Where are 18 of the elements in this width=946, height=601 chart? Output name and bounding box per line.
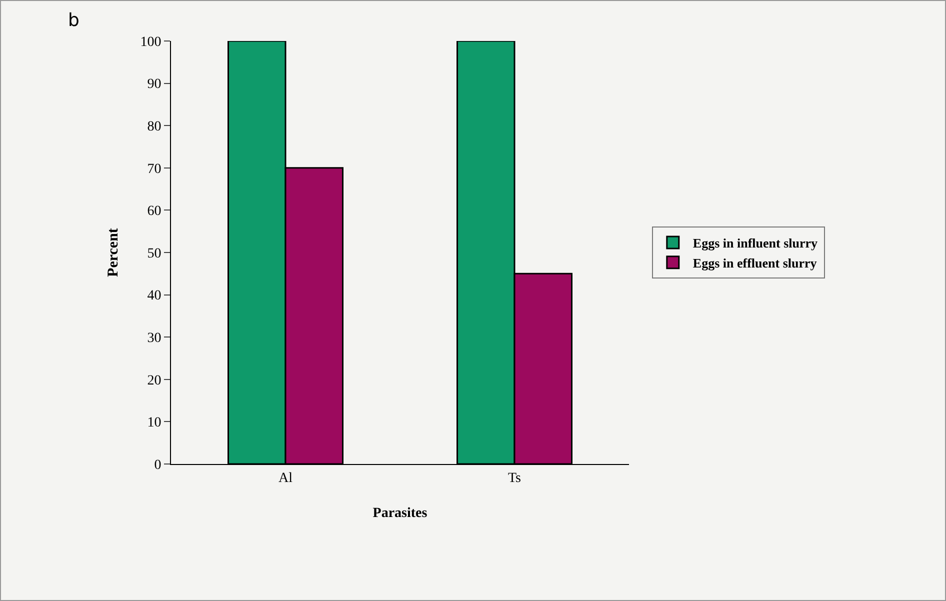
y-tick-label: 50: [147, 246, 162, 262]
legend-label: Eggs in effluent slurry: [692, 255, 818, 270]
y-tick-label: 70: [147, 162, 162, 177]
legend-label: Eggs in influent slurry: [692, 236, 818, 251]
y-tick-label: 40: [147, 288, 162, 304]
y-axis-title: Percent: [105, 228, 122, 277]
y-tick-label: 90: [147, 77, 162, 92]
y-tick-label: 10: [147, 416, 162, 431]
x-tick-label: Ts: [508, 470, 522, 486]
y-tick-label: 20: [147, 373, 162, 388]
y-tick-label: 60: [147, 204, 162, 220]
x-axis-title: Parasites: [372, 506, 428, 522]
y-tick-label: 80: [147, 120, 162, 134]
y-tick-label: 30: [147, 331, 162, 346]
text: b: [68, 10, 80, 31]
y-tick-label: 0: [154, 458, 162, 473]
x-tick-label: Al: [278, 470, 293, 486]
y-tick-label: 100: [140, 34, 162, 50]
